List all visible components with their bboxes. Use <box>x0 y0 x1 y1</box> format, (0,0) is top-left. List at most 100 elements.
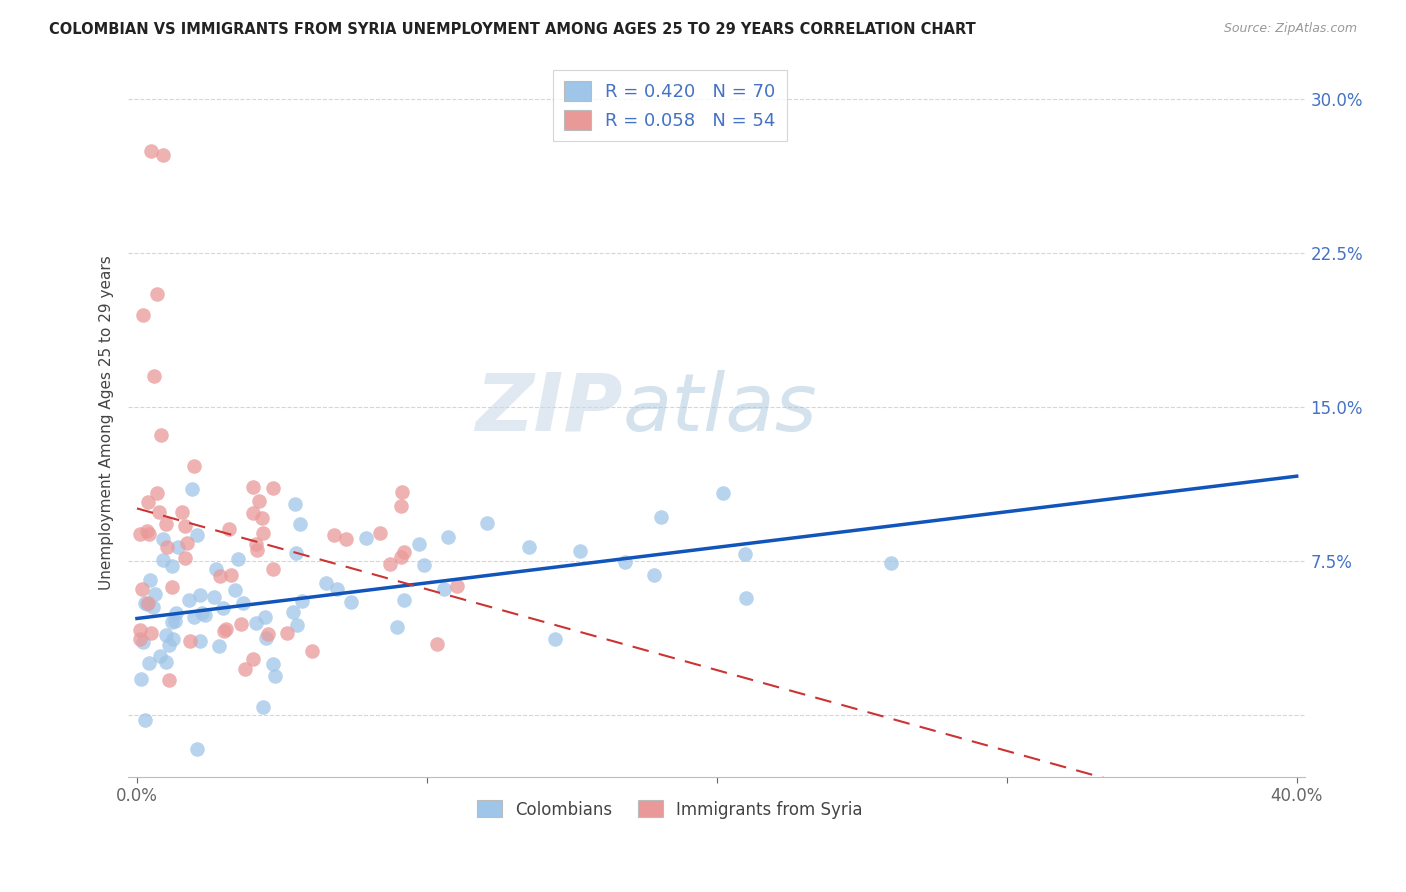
Point <box>152 532 174 546</box>
Point <box>285 617 308 632</box>
Point <box>155 627 177 641</box>
Point <box>143 368 166 383</box>
Point <box>880 556 903 570</box>
Point <box>139 626 162 640</box>
Point <box>389 549 412 564</box>
Point <box>262 657 284 671</box>
Point <box>391 485 413 500</box>
Point <box>139 574 162 588</box>
Point <box>160 580 183 594</box>
Point <box>475 516 498 531</box>
Point <box>517 540 540 554</box>
Point <box>205 562 228 576</box>
Point <box>446 579 468 593</box>
Point <box>643 568 665 582</box>
Point <box>179 633 201 648</box>
Point <box>188 588 211 602</box>
Point <box>148 505 170 519</box>
Point <box>245 615 267 630</box>
Point <box>226 552 249 566</box>
Point <box>301 644 323 658</box>
Point <box>194 607 217 622</box>
Point <box>159 638 181 652</box>
Point <box>167 541 190 555</box>
Point <box>613 555 636 569</box>
Point <box>254 631 277 645</box>
Legend: Colombians, Immigrants from Syria: Colombians, Immigrants from Syria <box>471 794 869 825</box>
Point <box>165 606 187 620</box>
Point <box>426 637 449 651</box>
Point <box>215 622 238 636</box>
Point <box>413 558 436 573</box>
Point <box>219 568 242 582</box>
Point <box>735 591 758 605</box>
Point <box>155 655 177 669</box>
Point <box>569 544 592 558</box>
Point <box>202 590 225 604</box>
Point <box>136 598 159 612</box>
Point <box>143 587 166 601</box>
Point <box>149 648 172 663</box>
Point <box>155 517 177 532</box>
Point <box>253 610 276 624</box>
Point <box>233 662 256 676</box>
Point <box>224 583 246 598</box>
Point <box>136 597 159 611</box>
Point <box>711 486 734 500</box>
Point <box>209 569 232 583</box>
Point <box>163 615 186 629</box>
Point <box>181 482 204 496</box>
Point <box>136 524 159 538</box>
Point <box>186 742 208 756</box>
Point <box>149 428 172 442</box>
Point <box>247 494 270 508</box>
Point <box>368 526 391 541</box>
Point <box>170 505 193 519</box>
Point <box>246 543 269 558</box>
Point <box>174 519 197 533</box>
Point <box>734 548 756 562</box>
Point <box>242 652 264 666</box>
Point <box>276 626 298 640</box>
Point <box>385 620 408 634</box>
Point <box>156 540 179 554</box>
Point <box>335 532 357 546</box>
Point <box>214 624 236 639</box>
Point <box>131 582 153 596</box>
Point <box>354 531 377 545</box>
Point <box>191 607 214 621</box>
Point <box>340 595 363 609</box>
Point <box>128 632 150 646</box>
Point <box>146 287 169 301</box>
Point <box>174 551 197 566</box>
Point <box>326 582 349 597</box>
Point <box>160 615 183 629</box>
Point <box>183 609 205 624</box>
Point <box>250 511 273 525</box>
Point <box>157 673 180 687</box>
Point <box>207 639 229 653</box>
Point <box>543 632 565 646</box>
Point <box>136 495 159 509</box>
Point <box>394 545 416 559</box>
Point <box>128 527 150 541</box>
Point <box>290 594 312 608</box>
Point <box>152 553 174 567</box>
Point <box>132 635 155 649</box>
Point <box>257 626 280 640</box>
Point <box>162 632 184 647</box>
Point <box>177 593 200 607</box>
Point <box>218 522 240 536</box>
Point <box>408 537 430 551</box>
Point <box>323 527 346 541</box>
Point <box>245 537 267 551</box>
Point <box>650 510 672 524</box>
Point <box>138 656 160 670</box>
Point <box>232 596 254 610</box>
Point <box>186 528 208 542</box>
Point <box>242 480 264 494</box>
Point <box>134 596 156 610</box>
Text: COLOMBIAN VS IMMIGRANTS FROM SYRIA UNEMPLOYMENT AMONG AGES 25 TO 29 YEARS CORREL: COLOMBIAN VS IMMIGRANTS FROM SYRIA UNEMP… <box>49 22 976 37</box>
Point <box>146 486 169 500</box>
Point <box>183 459 205 474</box>
